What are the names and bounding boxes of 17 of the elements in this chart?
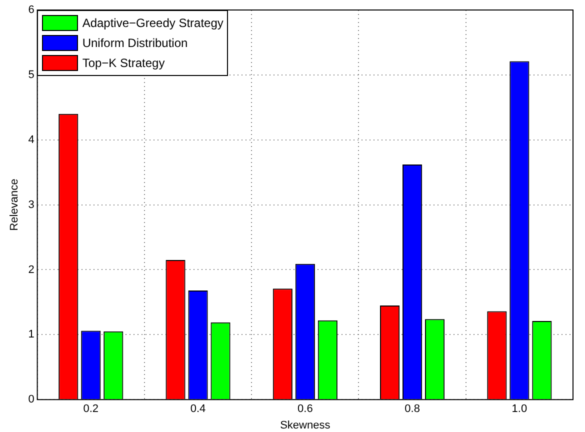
y-tick-label: 3 (28, 198, 34, 211)
y-axis-title: Relevance (8, 178, 21, 231)
x-axis-title: Skewness (280, 419, 331, 432)
x-tick-label: 0.4 (190, 403, 206, 416)
x-tick-label: 0.2 (83, 403, 99, 416)
legend-label: Uniform Distribution (82, 36, 188, 50)
y-tick-label: 2 (28, 264, 34, 276)
y-tick-label: 0 (28, 394, 34, 406)
x-tick-label: 0.6 (298, 403, 313, 416)
x-tick-label: 0.8 (404, 403, 420, 416)
legend-label: Top−K Strategy (82, 56, 165, 70)
y-tick-label: 5 (28, 68, 34, 81)
x-tick-label: 1.0 (512, 403, 528, 416)
y-tick-label: 1 (28, 328, 34, 341)
y-tick-label: 6 (28, 4, 34, 16)
legend-label: Adaptive−Greedy Strategy (82, 16, 224, 30)
y-tick-label: 4 (28, 134, 34, 146)
